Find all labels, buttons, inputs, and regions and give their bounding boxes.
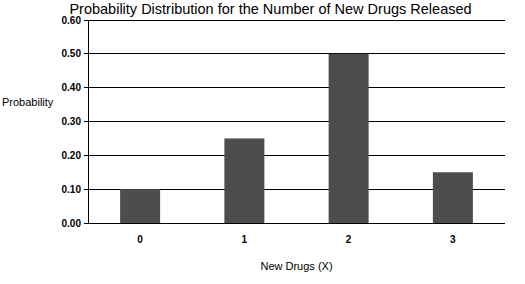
y-tick-label: 0.50 — [62, 48, 82, 59]
y-tick — [84, 20, 88, 21]
y-axis-line — [88, 20, 89, 223]
x-tick-label: 2 — [346, 234, 352, 245]
grid-line — [88, 223, 505, 224]
bar — [433, 172, 473, 223]
y-tick-label: 0.10 — [62, 184, 82, 195]
y-tick-label: 0.20 — [62, 150, 82, 161]
bar — [120, 189, 160, 223]
bar — [224, 138, 264, 223]
y-tick — [84, 189, 88, 190]
chart-root: Probability Distribution for the Number … — [0, 0, 525, 284]
x-tick-label: 3 — [450, 234, 456, 245]
y-tick-label: 0.60 — [62, 15, 82, 26]
y-tick-label: 0.30 — [62, 116, 82, 127]
grid-line — [88, 53, 505, 54]
y-tick — [84, 121, 88, 122]
y-tick-label: 0.40 — [62, 82, 82, 93]
y-tick — [84, 53, 88, 54]
x-axis-label: New Drugs (X) — [260, 260, 332, 272]
x-axis-line — [88, 223, 505, 224]
x-tick-label: 1 — [242, 234, 248, 245]
y-tick — [84, 223, 88, 224]
grid-line — [88, 20, 505, 21]
y-tick-label: 0.00 — [62, 218, 82, 229]
chart-title: Probability Distribution for the Number … — [69, 1, 471, 17]
y-axis-label: Probability — [2, 96, 54, 108]
y-tick — [84, 155, 88, 156]
chart-svg: Probability Distribution for the Number … — [0, 0, 525, 284]
bars — [120, 54, 473, 223]
grid-line — [88, 155, 505, 156]
x-tick-label: 0 — [137, 234, 143, 245]
bar — [329, 54, 369, 223]
grid-line — [88, 87, 505, 88]
y-tick — [84, 87, 88, 88]
grid-line — [88, 121, 505, 122]
